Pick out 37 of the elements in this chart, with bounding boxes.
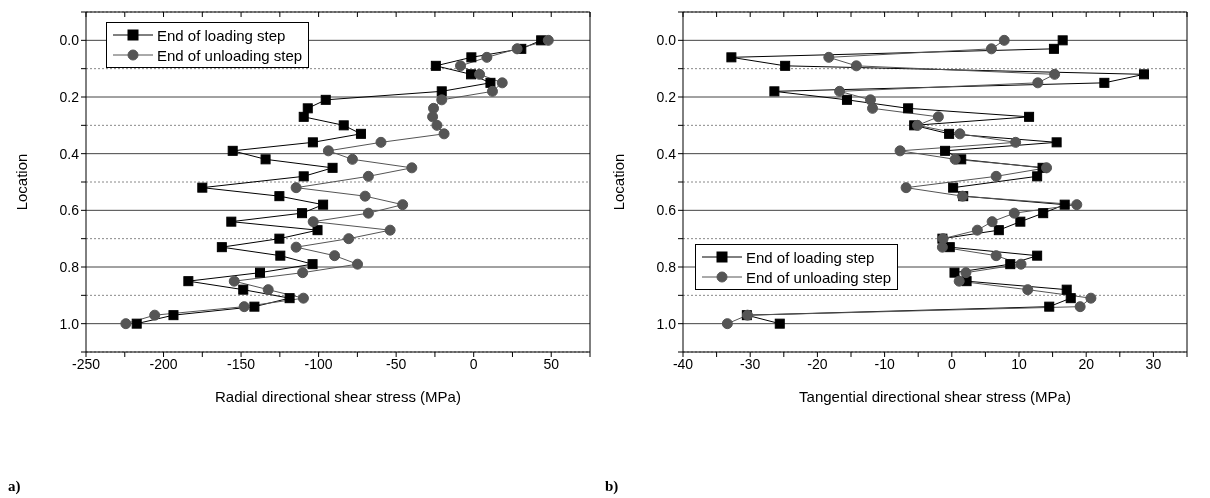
x-axis-title: Radial directional shear stress (MPa) <box>215 388 461 405</box>
y-tick-label: 1.0 <box>656 315 677 332</box>
legend-label: End of unloading step <box>157 46 303 64</box>
x-tick-label: -150 <box>227 355 256 372</box>
y-tick-label: 0.8 <box>59 258 80 275</box>
x-tick-label: -20 <box>807 355 828 372</box>
y-tick-label: 0.8 <box>656 258 677 275</box>
x-tick-label: -10 <box>874 355 895 372</box>
x-tick-label: -100 <box>304 355 333 372</box>
y-tick-label: 0.2 <box>656 88 677 105</box>
y-tick-label: 0.0 <box>656 32 677 49</box>
y-axis-title: Location <box>610 153 628 211</box>
x-axis-title: Tangential directional shear stress (MPa) <box>799 388 1071 405</box>
legend-label: End of unloading step <box>746 268 892 286</box>
y-tick-label: 1.0 <box>59 315 80 332</box>
y-axis-title: Location <box>13 153 31 211</box>
x-tick-label: -200 <box>149 355 178 372</box>
legend-label: End of loading step <box>746 248 875 266</box>
text: b) <box>605 478 620 495</box>
y-tick-label: 0.4 <box>656 145 677 162</box>
y-tick-label: 0.4 <box>59 145 80 162</box>
y-tick-label: 0.6 <box>656 202 677 219</box>
x-tick-label: 50 <box>543 355 560 372</box>
x-tick-label: -250 <box>71 355 101 372</box>
x-tick-label: -40 <box>672 355 694 372</box>
x-tick-label: 30 <box>1145 355 1162 372</box>
x-tick-label: -50 <box>386 355 407 372</box>
y-tick-label: 0.6 <box>59 202 80 219</box>
y-tick-label: 0.2 <box>59 88 80 105</box>
x-tick-label: 0 <box>947 355 956 372</box>
y-tick-label: 0.0 <box>59 32 80 49</box>
x-tick-label: 10 <box>1011 355 1027 372</box>
x-tick-label: 0 <box>469 355 478 372</box>
text: a) <box>8 478 22 495</box>
x-tick-label: -30 <box>740 355 761 372</box>
legend-label: End of loading step <box>157 26 286 44</box>
x-tick-label: 20 <box>1078 355 1095 372</box>
